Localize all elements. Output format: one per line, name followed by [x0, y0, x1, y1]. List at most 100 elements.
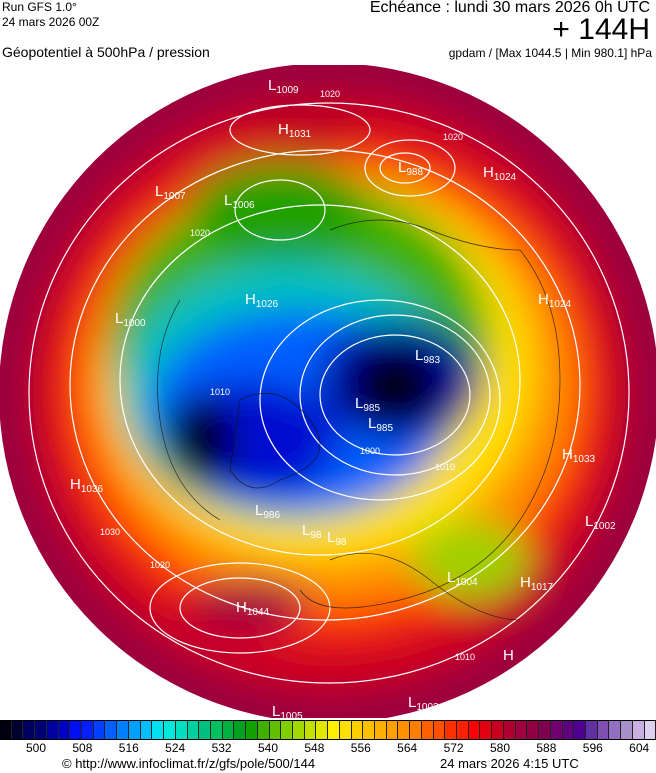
colorbar: [0, 720, 656, 740]
low-pressure-center: L983: [415, 347, 440, 366]
colorbar-cell: [0, 721, 12, 739]
colorbar-cell: [105, 721, 118, 739]
low-pressure-center: L98: [327, 529, 347, 548]
colorbar-cell: [281, 721, 293, 739]
colorbar-cell: [140, 721, 153, 739]
colorbar-cell: [93, 721, 106, 739]
colorbar-cell: [246, 721, 258, 739]
colorbar-cell: [632, 721, 645, 739]
isobar-labels: 1020 1020 1020 1010 1000 1030 1020 1010 …: [100, 89, 475, 662]
colorbar-cell: [292, 721, 305, 739]
geopotential-field: [0, 65, 656, 718]
high-pressure-center: H: [503, 647, 514, 664]
colorbar-cell: [621, 721, 633, 739]
high-pressure-center: H1024: [538, 291, 572, 310]
colorbar-cell: [503, 721, 516, 739]
colorbar-cell: [210, 721, 223, 739]
polar-map: L1009 H1031 L988 H1024 L1007 L1006 H1026 L1000 L…: [0, 65, 656, 718]
colorbar-cell: [492, 721, 504, 739]
colorbar-tick-label: 572: [443, 741, 464, 755]
isobar-label: 1030: [100, 527, 120, 537]
colorbar-cell: [562, 721, 575, 739]
colorbar-tick-label: 516: [118, 741, 139, 755]
colorbar-cell: [82, 721, 94, 739]
colorbar-tick-label: 604: [629, 741, 650, 755]
low-pressure-center: L1007: [155, 183, 186, 202]
colorbar-cell: [187, 721, 200, 739]
units-range: gpdam / [Max 1044.5 | Min 980.1] hPa: [448, 46, 652, 60]
isobar-label: 1020: [150, 560, 170, 570]
low-pressure-center: L986: [255, 502, 280, 521]
colorbar-ticks: 500 508 516 524 532 540 548 556 564 572 580 588 596 6…: [0, 741, 656, 755]
isobar-label: 1020: [443, 132, 463, 142]
isobar-label: 1010: [210, 387, 230, 397]
colorbar-cell: [574, 721, 586, 739]
colorbar-tick-label: 500: [25, 741, 47, 755]
colorbar-cell: [152, 721, 165, 739]
colorbar-cell: [539, 721, 551, 739]
pressure-centers: L1009 H1031 L988 H1024 L1007 L1006 H1026 L1000 L…: [70, 77, 616, 718]
colorbar-tick-label: 580: [489, 741, 511, 755]
parameter-title: Géopotentiel à 500hPa / pression: [2, 44, 210, 60]
colorbar-tick-label: 508: [72, 741, 93, 755]
source-credit: © http://www.infoclimat.fr/z/gfs/pole/50…: [62, 756, 316, 771]
high-pressure-center: H1036: [70, 476, 104, 495]
isobars: [28, 102, 630, 684]
colorbar-tick-label: 596: [582, 741, 603, 755]
generated-time: 24 mars 2026 4:15 UTC: [440, 756, 579, 771]
lead-time: + 144H: [552, 13, 650, 46]
colorbar-cell: [468, 721, 481, 739]
colorbar-cell: [339, 721, 352, 739]
colorbar-cell: [410, 721, 422, 739]
low-pressure-center: L988: [398, 159, 423, 178]
colorbar-cell: [644, 721, 656, 739]
low-pressure-center: L1005: [272, 703, 303, 718]
colorbar-cell: [222, 721, 235, 739]
colorbar-cell: [445, 721, 458, 739]
high-pressure-center: H1026: [245, 291, 279, 310]
high-pressure-center: H1044: [236, 599, 270, 618]
coastlines: [157, 219, 561, 621]
colorbar-cell: [480, 721, 493, 739]
low-pressure-center: L985: [355, 395, 380, 414]
colorbar-cell: [316, 721, 329, 739]
colorbar-cell: [269, 721, 282, 739]
colorbar-tick-label: 556: [350, 741, 371, 755]
low-pressure-center: L985: [368, 415, 393, 434]
colorbar-cell: [23, 721, 36, 739]
colorbar-cell: [597, 721, 610, 739]
colorbar-cell: [58, 721, 71, 739]
colorbar-tick-label: 588: [536, 741, 557, 755]
high-pressure-center: H1024: [483, 164, 517, 183]
colorbar-cell: [363, 721, 375, 739]
low-pressure-center: L1009: [268, 77, 299, 96]
low-pressure-center: L98: [302, 522, 322, 541]
colorbar-tick-label: 564: [397, 741, 418, 755]
low-pressure-center: L1000: [115, 310, 146, 329]
colorbar-tick-label: 532: [211, 741, 232, 755]
colorbar-cell: [257, 721, 270, 739]
colorbar-cell: [527, 721, 540, 739]
colorbar-cell: [11, 721, 24, 739]
isobar-label: 1010: [455, 652, 475, 662]
low-pressure-center: L1006: [224, 192, 255, 211]
run-date: 24 mars 2026 00Z: [2, 15, 100, 29]
forecast-valid-time: Echéance : lundi 30 mars 2026 0h UTC: [369, 0, 650, 16]
low-pressure-center: L1002: [585, 513, 616, 532]
colorbar-cell: [70, 721, 83, 739]
model-run: Run GFS 1.0°: [2, 0, 77, 14]
colorbar-tick-label: 524: [165, 741, 186, 755]
low-pressure-center: L1003: [408, 694, 439, 713]
high-pressure-center: H1033: [562, 446, 596, 465]
colorbar-cell: [398, 721, 411, 739]
colorbar-cell: [304, 721, 317, 739]
colorbar-cell: [328, 721, 340, 739]
colorbar-cell: [35, 721, 47, 739]
isobar-label: 1020: [320, 89, 340, 99]
colorbar-cell: [164, 721, 176, 739]
colorbar-cell: [117, 721, 129, 739]
colorbar-cell: [585, 721, 598, 739]
colorbar-cell: [386, 721, 399, 739]
colorbar-cell: [128, 721, 141, 739]
colorbar-tick-label: 540: [257, 741, 279, 755]
